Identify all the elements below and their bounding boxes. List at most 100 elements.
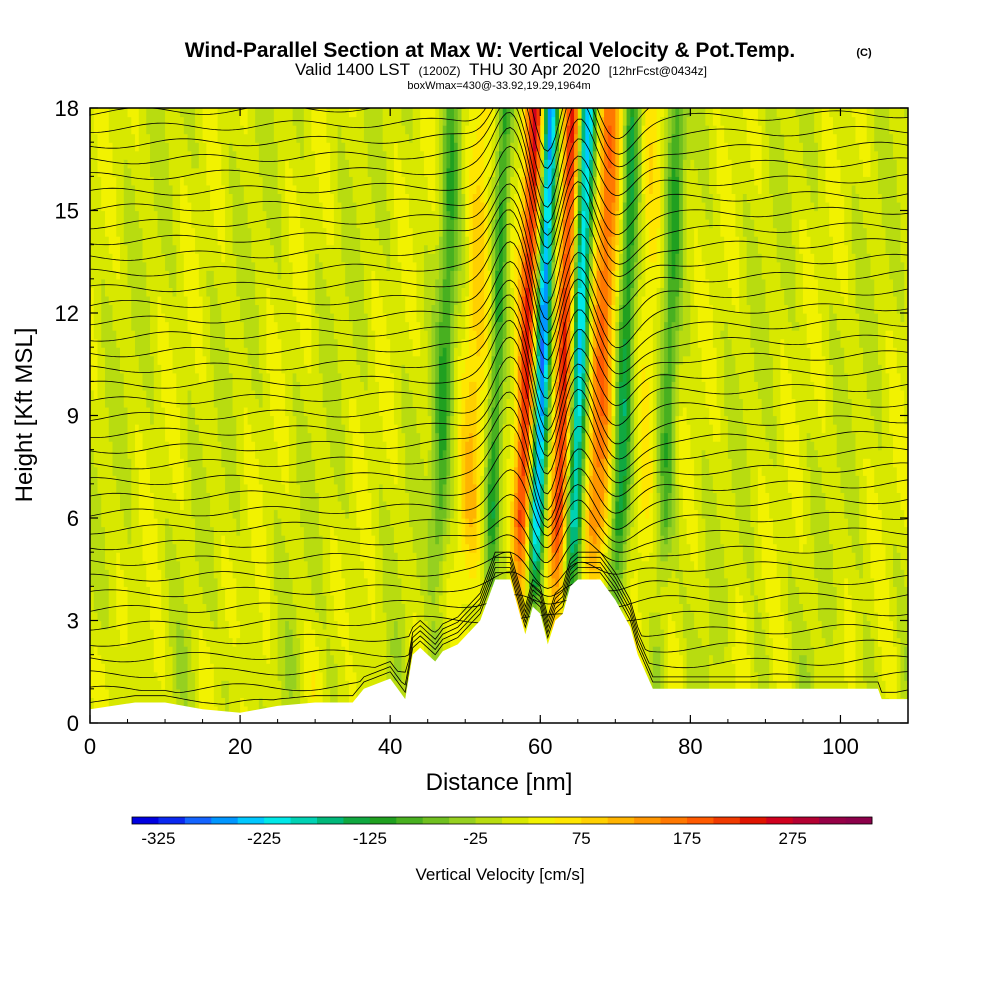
x-tick-label: 0 [84, 734, 96, 759]
velocity-cell [506, 167, 511, 203]
velocity-cell [727, 159, 733, 288]
velocity-cell [195, 108, 200, 143]
velocity-cell [420, 108, 425, 152]
velocity-cell [682, 159, 688, 357]
velocity-cell [405, 321, 410, 374]
x-tick-label: 80 [678, 734, 702, 759]
colorbar-swatch [369, 817, 397, 824]
colorbar-swatch [290, 817, 318, 824]
velocity-cell [574, 321, 579, 348]
velocity-cell [607, 483, 613, 511]
velocity-cell [566, 398, 571, 417]
velocity-cell [682, 637, 688, 723]
velocity-cell [649, 142, 654, 195]
velocity-cell [716, 518, 721, 664]
velocity-cell [675, 364, 680, 417]
velocity-cell [589, 236, 594, 254]
velocity-cell [746, 201, 751, 306]
velocity-cell [814, 278, 819, 400]
velocity-cell [574, 295, 579, 323]
velocity-cell [356, 415, 361, 528]
velocity-cell [93, 108, 99, 135]
velocity-cell [832, 586, 838, 630]
velocity-cell [288, 577, 294, 630]
velocity-cell [577, 466, 583, 502]
velocity-cell [375, 381, 380, 698]
velocity-cell [446, 543, 451, 579]
velocity-cell [348, 432, 354, 656]
velocity-cell [461, 372, 466, 425]
velocity-cell [529, 518, 534, 587]
velocity-cell [589, 432, 594, 476]
velocity-cell [153, 210, 159, 519]
velocity-cell [157, 569, 162, 681]
velocity-cell [904, 646, 908, 681]
theta-contour [90, 336, 908, 443]
velocity-cell [694, 509, 699, 570]
velocity-cell [697, 244, 703, 348]
velocity-cell [746, 108, 751, 143]
velocity-cell [255, 304, 260, 400]
velocity-cell [442, 483, 448, 519]
velocity-cell [461, 287, 466, 340]
colorbar-swatch [819, 817, 846, 824]
velocity-cell [450, 108, 455, 135]
velocity-cell [660, 287, 665, 331]
velocity-cell [202, 637, 207, 723]
velocity-cell [795, 330, 800, 425]
velocity-cell [697, 108, 703, 186]
velocity-cell [183, 646, 189, 707]
velocity-cell [555, 381, 560, 425]
velocity-cell [581, 142, 586, 212]
velocity-cell [446, 415, 451, 476]
velocity-cell [615, 295, 620, 323]
velocity-cell [93, 646, 99, 723]
velocity-cell [97, 620, 102, 656]
velocity-cell [544, 219, 549, 263]
velocity-cell [116, 629, 121, 723]
velocity-cell [525, 449, 530, 468]
velocity-cell [536, 287, 541, 306]
velocity-cell [641, 295, 646, 365]
velocity-cell [435, 432, 440, 545]
velocity-cell [468, 526, 474, 553]
velocity-cell [574, 236, 579, 254]
velocity-cell [896, 492, 902, 553]
velocity-cell [551, 108, 556, 118]
velocity-cell [438, 458, 444, 511]
velocity-cell [866, 108, 872, 143]
velocity-cell [363, 142, 369, 314]
velocity-cell [277, 466, 282, 519]
velocity-cell [694, 569, 699, 630]
velocity-cell [761, 475, 767, 579]
velocity-cell [416, 321, 421, 357]
velocity-cell [814, 142, 819, 212]
velocity-cell [221, 261, 226, 323]
velocity-cell [521, 560, 526, 579]
velocity-cell [649, 261, 654, 459]
velocity-cell [502, 381, 508, 425]
velocity-cell [529, 500, 534, 519]
theta-contour [90, 551, 908, 647]
velocity-cell [296, 381, 301, 485]
y-tick-label: 12 [55, 301, 79, 326]
velocity-cell [431, 108, 436, 212]
velocity-cell [547, 227, 553, 263]
velocity-cell [750, 347, 755, 528]
velocity-cell [228, 637, 234, 723]
velocity-cell [690, 108, 695, 160]
velocity-cell [547, 159, 553, 203]
velocity-cell [191, 406, 196, 519]
velocity-cell [322, 406, 327, 596]
velocity-cell [236, 620, 241, 639]
velocity-cell [521, 261, 526, 297]
velocity-cell [585, 108, 590, 169]
velocity-cell [337, 201, 342, 374]
velocity-cell [896, 552, 902, 639]
velocity-cell [622, 398, 628, 417]
velocity-cell [97, 108, 102, 177]
velocity-cell [667, 142, 673, 177]
velocity-cell [555, 125, 560, 152]
velocity-cell [165, 441, 170, 519]
velocity-cell [619, 577, 624, 605]
